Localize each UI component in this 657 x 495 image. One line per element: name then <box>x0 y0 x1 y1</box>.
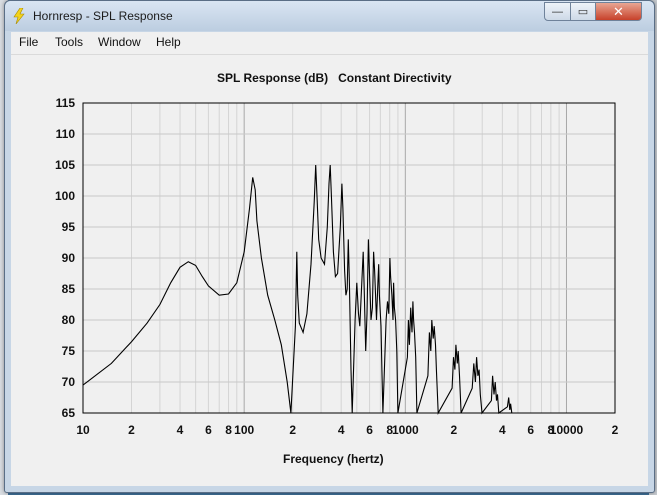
x-tick-label: 8 <box>548 423 555 437</box>
y-tick-labels: 115 110 105 100 95 90 85 80 75 70 65 <box>55 96 75 420</box>
x-tick-label: 6 <box>527 423 534 437</box>
menu-window[interactable]: Window <box>98 35 141 49</box>
y-tick-label: 75 <box>62 344 76 358</box>
y-tick-label: 80 <box>62 313 76 327</box>
y-tick-label: 115 <box>56 96 76 110</box>
x-tick-label: 10000 <box>550 423 584 437</box>
x-tick-label: 6 <box>366 423 373 437</box>
y-tick-label: 105 <box>55 158 75 172</box>
chart-grid <box>83 103 615 413</box>
y-tick-label: 95 <box>62 220 76 234</box>
spl-response-window: Hornresp - SPL Response — ▭ ✕ File Tools… <box>4 0 655 493</box>
menu-help[interactable]: Help <box>156 35 181 49</box>
chart-area: SPL Response (dB) Constant Directivity 1… <box>11 55 648 486</box>
x-tick-label: 6 <box>205 423 212 437</box>
x-tick-label: 10 <box>76 423 90 437</box>
x-tick-label: 8 <box>386 423 393 437</box>
y-tick-label: 110 <box>56 127 76 141</box>
x-tick-label: 2 <box>128 423 135 437</box>
menu-bar: File Tools Window Help <box>11 32 648 55</box>
title-bar[interactable]: Hornresp - SPL Response — ▭ ✕ <box>5 1 654 31</box>
y-tick-label: 70 <box>62 375 76 389</box>
x-tick-label: 8 <box>225 423 232 437</box>
x-tick-label: 2 <box>612 423 619 437</box>
x-tick-label: 4 <box>338 423 345 437</box>
x-tick-label: 4 <box>499 423 506 437</box>
window-title: Hornresp - SPL Response <box>33 9 173 23</box>
x-tick-label: 2 <box>450 423 457 437</box>
y-tick-label: 65 <box>62 406 76 420</box>
x-axis-label: Frequency (hertz) <box>283 452 384 466</box>
menu-file[interactable]: File <box>19 35 39 49</box>
x-tick-label: 1000 <box>392 423 419 437</box>
plot-frame <box>82 102 616 414</box>
x-tick-label: 100 <box>234 423 254 437</box>
x-tick-label: 4 <box>177 423 184 437</box>
minimize-button[interactable]: — <box>544 2 571 21</box>
maximize-button[interactable]: ▭ <box>570 2 596 21</box>
close-button[interactable]: ✕ <box>595 2 642 21</box>
chart-title: SPL Response (dB) Constant Directivity <box>217 71 452 85</box>
x-tick-label: 2 <box>289 423 296 437</box>
y-tick-label: 100 <box>55 189 75 203</box>
y-tick-label: 85 <box>62 282 76 296</box>
lightning-icon <box>13 8 25 24</box>
menu-tools[interactable]: Tools <box>55 35 84 49</box>
spl-response-line <box>82 164 513 415</box>
y-tick-label: 90 <box>62 251 76 265</box>
